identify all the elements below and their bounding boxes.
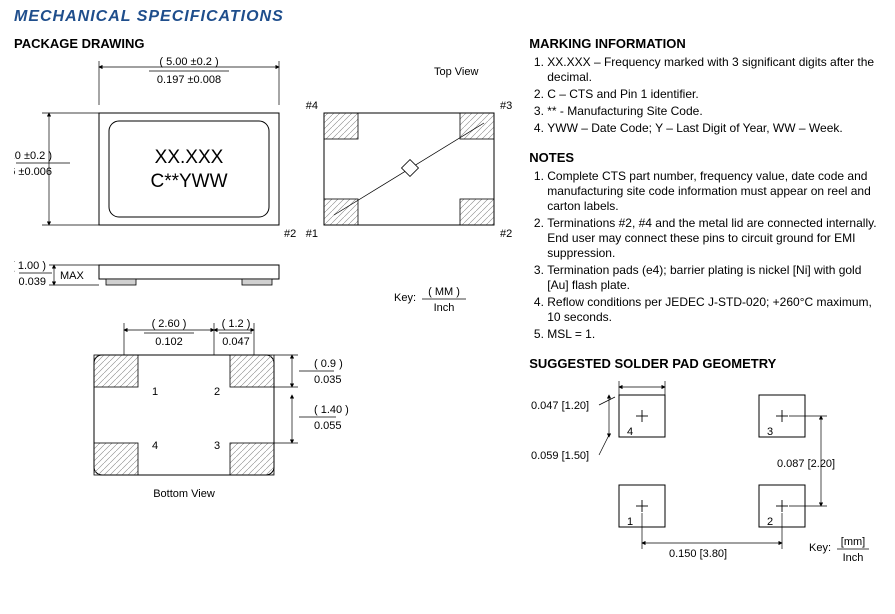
marking-item: ** - Manufacturing Site Code. <box>547 104 881 119</box>
key-mm: ( MM ) <box>428 286 460 298</box>
bv-dim4-in: 0.055 <box>314 420 342 432</box>
notes-item: Reflow conditions per JEDEC J-STD-020; +… <box>547 295 881 325</box>
notes-title: NOTES <box>529 150 881 165</box>
left-dim-mm: ( 3.20 ±0.2 ) <box>14 150 52 162</box>
bv-dim2-mm: ( 1.2 ) <box>222 318 251 330</box>
bv-num2: 2 <box>214 386 220 398</box>
solder-p4: 4 <box>627 426 633 438</box>
bv-dim3-mm: ( 0.9 ) <box>314 358 343 370</box>
solder-block: SUGGESTED SOLDER PAD GEOMETRY <box>529 356 881 578</box>
notes-item: Complete CTS part number, frequency valu… <box>547 169 881 214</box>
tv-pin2: #2 <box>500 228 512 240</box>
solder-p1: 1 <box>627 516 633 528</box>
pin2-label: #2 <box>284 228 296 240</box>
package-drawing-area: ( 5.00 ±0.2 ) 0.197 ±0.008 ( 3.20 ±0.2 )… <box>14 55 524 595</box>
tv-pin3: #3 <box>500 100 512 112</box>
solder-dim059: 0.059 [1.50] <box>531 450 589 462</box>
side-max: MAX <box>60 270 85 282</box>
left-dim-in: 0.126 ±0.006 <box>14 166 52 178</box>
marking-list: XX.XXX – Frequency marked with 3 signifi… <box>547 55 881 136</box>
bv-num1: 1 <box>152 386 158 398</box>
two-column-layout: PACKAGE DRAWING <box>14 36 881 595</box>
solder-dim047: 0.047 [1.20] <box>531 400 589 412</box>
tv-pin4: #4 <box>306 100 318 112</box>
package-drawing-svg: ( 5.00 ±0.2 ) 0.197 ±0.008 ( 3.20 ±0.2 )… <box>14 55 524 595</box>
marking-item: XX.XXX – Frequency marked with 3 signifi… <box>547 55 881 85</box>
marking-line2: C**YWW <box>150 171 227 192</box>
solder-dim087: 0.087 [2.20] <box>777 458 835 470</box>
top-dim-in: 0.197 ±0.008 <box>157 74 221 86</box>
key-in: Inch <box>434 302 455 314</box>
solder-dim150: 0.150 [3.80] <box>669 548 727 560</box>
side-in: 0.039 <box>18 276 46 288</box>
bv-dim3-in: 0.035 <box>314 374 342 386</box>
solder-key-mm: [mm] <box>841 536 865 548</box>
marking-item: YWW – Date Code; Y – Last Digit of Year,… <box>547 121 881 136</box>
package-drawing-title: PACKAGE DRAWING <box>14 36 529 51</box>
bv-dim1-in: 0.102 <box>155 336 183 348</box>
marking-item: C – CTS and Pin 1 identifier. <box>547 87 881 102</box>
tv-pin1: #1 <box>306 228 318 240</box>
solder-key-in: Inch <box>843 552 864 564</box>
notes-item: MSL = 1. <box>547 327 881 342</box>
notes-item: Termination pads (e4); barrier plating i… <box>547 263 881 293</box>
bv-dim2-in: 0.047 <box>222 336 250 348</box>
bv-dim4-mm: ( 1.40 ) <box>314 404 349 416</box>
notes-item: Terminations #2, #4 and the metal lid ar… <box>547 216 881 261</box>
solder-key-label: Key: <box>809 542 831 554</box>
marking-info-title: MARKING INFORMATION <box>529 36 881 51</box>
left-column: PACKAGE DRAWING <box>14 36 529 595</box>
solder-p2: 2 <box>767 516 773 528</box>
top-dim-mm: ( 5.00 ±0.2 ) <box>159 56 218 68</box>
main-title: MECHANICAL SPECIFICATIONS <box>14 8 881 26</box>
bv-num3: 3 <box>214 440 220 452</box>
solder-pad-svg: 4 3 1 2 0.047 [1.20] 0.059 [1.50] 0.087 … <box>529 375 879 575</box>
top-view-label: Top View <box>434 66 478 78</box>
marking-line1: XX.XXX <box>155 147 224 168</box>
bottom-view-label: Bottom View <box>153 488 215 500</box>
bv-num4: 4 <box>152 440 158 452</box>
notes-block: NOTES Complete CTS part number, frequenc… <box>529 150 881 342</box>
solder-title: SUGGESTED SOLDER PAD GEOMETRY <box>529 356 881 371</box>
solder-p3: 3 <box>767 426 773 438</box>
key-label: Key: <box>394 292 416 304</box>
side-mm: ( 1.00 ) <box>14 260 46 272</box>
right-column: MARKING INFORMATION XX.XXX – Frequency m… <box>529 36 881 595</box>
bv-dim1-mm: ( 2.60 ) <box>152 318 187 330</box>
notes-list: Complete CTS part number, frequency valu… <box>547 169 881 342</box>
